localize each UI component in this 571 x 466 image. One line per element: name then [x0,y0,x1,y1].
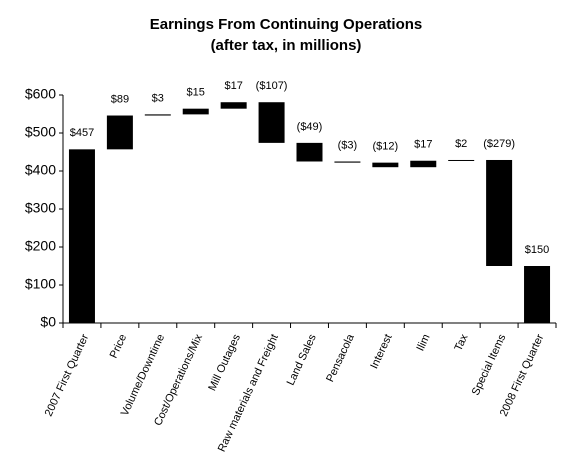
x-tick-label: Special Items [470,332,509,397]
x-tick-label: 2008 First Quarter [498,332,547,418]
bar [372,162,399,168]
bar [410,160,437,168]
value-label: $457 [70,127,94,139]
y-tick-label: $600 [25,86,56,102]
bar [144,114,171,116]
bar [296,142,323,162]
chart-subtitle: (after tax, in millions) [211,37,362,54]
value-label: $15 [187,87,205,99]
x-tick-label: Ilim [415,332,433,353]
y-tick-label: $200 [25,238,56,254]
value-label: $150 [525,244,549,256]
value-label: $3 [152,92,164,104]
x-tick-label: Mill Outages [206,332,243,393]
value-label: $17 [224,80,242,92]
value-label: ($3) [338,139,358,151]
value-label: ($279) [483,138,515,150]
x-tick-label: 2007 First Quarter [43,332,92,418]
bar [68,149,95,323]
bar [258,102,285,143]
x-tick-label: Pensacola [324,332,357,384]
y-tick-label: $0 [40,314,56,330]
x-tick-label: Interest [368,332,394,370]
x-tick-label: Tax [452,332,470,353]
bar [448,159,475,161]
bar [106,115,133,150]
bar [524,266,551,323]
y-tick-label: $300 [25,200,56,216]
bar [486,159,513,266]
bar [182,108,209,115]
x-tick-label: Land Sales [285,332,319,387]
y-tick-label: $100 [25,276,56,292]
value-label: ($49) [297,121,323,133]
value-label: $2 [455,138,467,150]
bar [220,102,247,109]
value-label: ($12) [373,141,399,153]
y-tick-label: $500 [25,124,56,140]
x-tick-label: Price [108,332,129,360]
y-tick-label: $400 [25,162,56,178]
bar [334,161,361,163]
value-label: ($107) [256,80,288,92]
chart-title: Earnings From Continuing Operations [150,16,423,33]
value-label: $17 [414,139,432,151]
value-label: $89 [111,93,129,105]
